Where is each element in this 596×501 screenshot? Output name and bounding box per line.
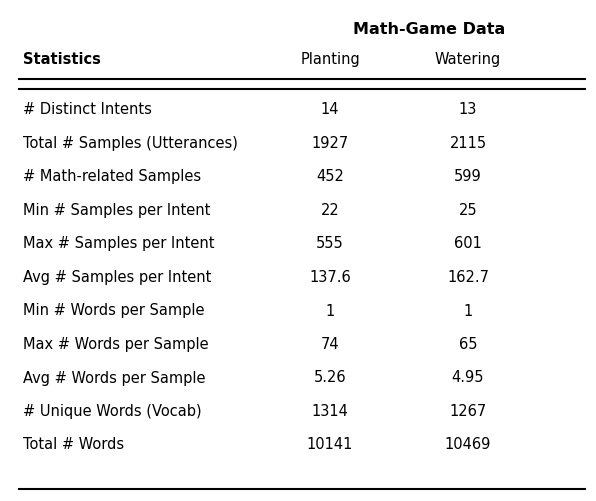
Text: 10141: 10141 — [307, 437, 353, 451]
Text: 601: 601 — [454, 236, 482, 251]
Text: 1927: 1927 — [311, 136, 349, 151]
Text: 137.6: 137.6 — [309, 270, 351, 285]
Text: # Unique Words (Vocab): # Unique Words (Vocab) — [23, 403, 201, 418]
Text: 14: 14 — [321, 102, 339, 117]
Text: Avg # Words per Sample: Avg # Words per Sample — [23, 370, 206, 385]
Text: Total # Words: Total # Words — [23, 437, 124, 451]
Text: Statistics: Statistics — [23, 53, 101, 67]
Text: 599: 599 — [454, 169, 482, 184]
Text: Planting: Planting — [300, 53, 360, 67]
Text: 1: 1 — [463, 303, 473, 318]
Text: 74: 74 — [321, 336, 339, 351]
Text: 25: 25 — [459, 202, 477, 217]
Text: # Distinct Intents: # Distinct Intents — [23, 102, 152, 117]
Text: Watering: Watering — [435, 53, 501, 67]
Text: 452: 452 — [316, 169, 344, 184]
Text: Min # Words per Sample: Min # Words per Sample — [23, 303, 204, 318]
Text: 1267: 1267 — [449, 403, 486, 418]
Text: Max # Samples per Intent: Max # Samples per Intent — [23, 236, 215, 251]
Text: Total # Samples (Utterances): Total # Samples (Utterances) — [23, 136, 238, 151]
Text: Avg # Samples per Intent: Avg # Samples per Intent — [23, 270, 212, 285]
Text: 22: 22 — [321, 202, 339, 217]
Text: 65: 65 — [459, 336, 477, 351]
Text: Max # Words per Sample: Max # Words per Sample — [23, 336, 209, 351]
Text: 4.95: 4.95 — [452, 370, 484, 385]
Text: Math-Game Data: Math-Game Data — [353, 23, 505, 38]
Text: 10469: 10469 — [445, 437, 491, 451]
Text: # Math-related Samples: # Math-related Samples — [23, 169, 201, 184]
Text: 555: 555 — [316, 236, 344, 251]
Text: 5.26: 5.26 — [313, 370, 346, 385]
Text: 2115: 2115 — [449, 136, 486, 151]
Text: 1: 1 — [325, 303, 334, 318]
Text: 162.7: 162.7 — [447, 270, 489, 285]
Text: Min # Samples per Intent: Min # Samples per Intent — [23, 202, 210, 217]
Text: 13: 13 — [459, 102, 477, 117]
Text: 1314: 1314 — [312, 403, 349, 418]
